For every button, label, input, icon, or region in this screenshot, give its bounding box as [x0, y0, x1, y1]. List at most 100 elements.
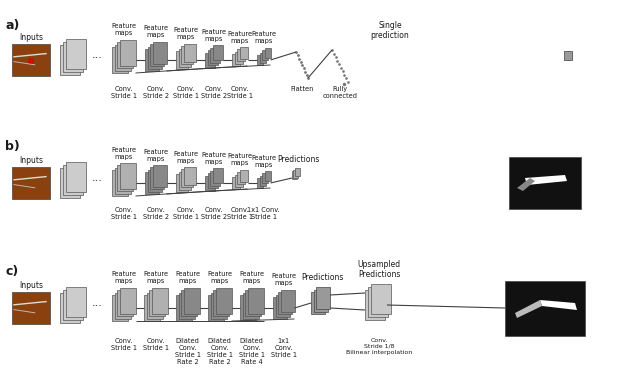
Text: Feature
maps: Feature maps — [201, 29, 227, 42]
Bar — [207, 173, 218, 188]
Bar — [147, 293, 163, 319]
Bar — [115, 44, 131, 70]
Text: Conv.
Stride 2: Conv. Stride 2 — [201, 207, 227, 220]
Text: Upsampled
Predictions: Upsampled Predictions — [357, 260, 401, 279]
Bar — [237, 49, 245, 61]
Text: Feature
maps: Feature maps — [227, 31, 252, 44]
Bar — [176, 295, 192, 321]
Bar — [237, 172, 245, 184]
Text: Fully
connected: Fully connected — [323, 86, 358, 99]
Bar — [60, 45, 80, 75]
Bar — [12, 44, 50, 76]
Text: Feature
maps: Feature maps — [227, 154, 252, 167]
Bar — [145, 49, 159, 71]
Bar — [278, 292, 292, 314]
Bar — [63, 165, 83, 195]
Text: Feature
maps: Feature maps — [143, 26, 168, 39]
Bar — [117, 290, 133, 316]
Text: Feature
maps: Feature maps — [207, 272, 232, 285]
Bar — [181, 46, 193, 64]
Bar — [239, 46, 248, 59]
Bar — [184, 44, 195, 62]
Bar — [179, 49, 191, 67]
Bar — [66, 39, 86, 69]
Text: Conv.
Stride 1: Conv. Stride 1 — [227, 207, 253, 220]
Text: Feature
maps: Feature maps — [143, 272, 168, 285]
Bar — [152, 41, 166, 64]
Bar — [112, 170, 128, 196]
Text: Feature
maps: Feature maps — [251, 31, 276, 44]
Bar — [264, 47, 271, 57]
Bar — [179, 293, 195, 319]
Text: Feature
maps: Feature maps — [175, 272, 200, 285]
Bar — [207, 50, 218, 65]
Bar — [208, 295, 224, 321]
Bar — [275, 295, 289, 316]
Bar — [60, 168, 80, 198]
Text: Inputs: Inputs — [19, 156, 43, 165]
Bar — [181, 290, 197, 316]
Bar — [117, 165, 133, 191]
Bar — [365, 290, 385, 320]
Bar — [211, 293, 227, 319]
Bar — [12, 167, 50, 199]
Bar — [293, 170, 298, 177]
Bar — [564, 51, 572, 59]
Bar — [112, 47, 128, 73]
Text: Conv.
Stride 1: Conv. Stride 1 — [173, 86, 199, 99]
Bar — [505, 280, 585, 336]
Bar — [147, 46, 161, 69]
Bar — [213, 290, 229, 316]
Text: c): c) — [5, 265, 19, 278]
Text: Inputs: Inputs — [19, 33, 43, 42]
Bar — [245, 290, 261, 316]
Bar — [212, 45, 223, 60]
Text: Feature
maps: Feature maps — [173, 151, 198, 164]
Bar — [259, 52, 266, 62]
Bar — [66, 162, 86, 192]
Text: Inputs: Inputs — [19, 281, 43, 290]
Bar — [210, 47, 220, 62]
Text: a): a) — [5, 19, 19, 32]
Text: Feature
maps: Feature maps — [239, 272, 264, 285]
Text: Single
prediction: Single prediction — [371, 21, 410, 40]
Bar — [152, 288, 168, 314]
Bar — [12, 292, 50, 324]
Polygon shape — [517, 178, 535, 191]
Bar — [66, 287, 86, 317]
Bar — [179, 172, 191, 190]
Bar — [291, 171, 296, 179]
Bar — [152, 165, 166, 187]
Bar — [314, 290, 328, 311]
Bar — [63, 42, 83, 72]
Bar — [240, 295, 256, 321]
Text: ···: ··· — [92, 301, 102, 311]
Text: ···: ··· — [92, 53, 102, 63]
Text: Conv.
Stride 2: Conv. Stride 2 — [143, 207, 169, 220]
Bar — [262, 173, 268, 183]
Text: Feature
maps: Feature maps — [111, 23, 136, 36]
Text: Feature
maps: Feature maps — [251, 154, 276, 167]
Bar — [232, 177, 240, 189]
Text: Conv.
Stride 1: Conv. Stride 1 — [111, 338, 137, 351]
Bar — [294, 168, 300, 176]
Bar — [115, 167, 131, 193]
Text: Conv.
Stride 1: Conv. Stride 1 — [173, 207, 199, 220]
Text: Dilated
Conv.
Stride 1
Rate 2: Dilated Conv. Stride 1 Rate 2 — [207, 338, 233, 365]
Text: Feature
maps: Feature maps — [173, 28, 198, 41]
Text: Conv.
Stride 1: Conv. Stride 1 — [143, 338, 169, 351]
Text: Conv.
Stride 2: Conv. Stride 2 — [201, 86, 227, 99]
Bar — [243, 293, 259, 319]
Bar — [371, 284, 391, 314]
Bar — [234, 51, 243, 64]
Text: Feature
maps: Feature maps — [111, 272, 136, 285]
Bar — [176, 51, 188, 69]
Text: b): b) — [5, 140, 20, 153]
Bar — [210, 170, 220, 185]
Text: Predictions: Predictions — [301, 273, 343, 283]
Bar — [120, 162, 136, 188]
Bar — [212, 168, 223, 183]
Bar — [176, 174, 188, 192]
Text: ···: ··· — [92, 176, 102, 186]
Bar — [509, 157, 581, 209]
